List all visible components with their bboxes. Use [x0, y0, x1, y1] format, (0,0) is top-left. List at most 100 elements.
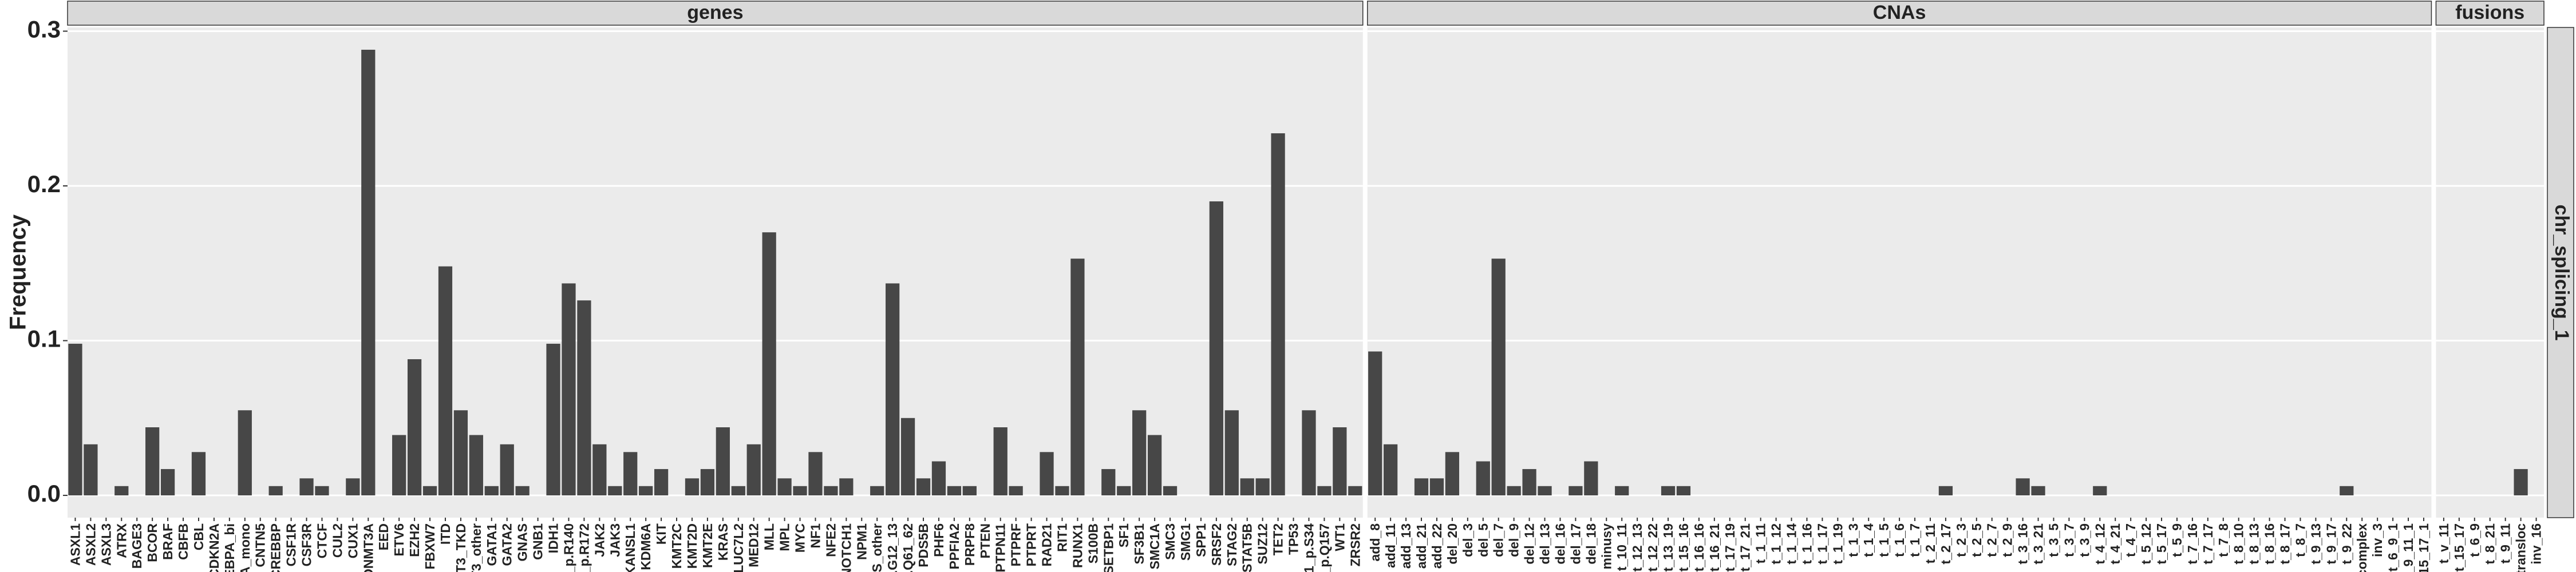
x-tick-label: SPP1	[1194, 523, 1208, 557]
x-tick-label: t_8_7	[2293, 523, 2308, 557]
x-tick-label: PTPN11	[993, 523, 1008, 572]
bar	[685, 478, 700, 496]
x-tick-label: ZRSR2	[1348, 523, 1362, 566]
x-tick-label: IDH2_p.R140	[561, 523, 576, 572]
x-tick-label: del_20	[1445, 523, 1460, 565]
facet-title: fusions	[2455, 2, 2524, 23]
x-tick-label: t_9_22	[2339, 523, 2354, 565]
bar	[145, 427, 160, 496]
x-tick-label: U2AF1_p.S34	[1301, 523, 1316, 572]
x-tick-label: t_2_5	[1969, 523, 1984, 557]
x-tick-label: del_3	[1460, 523, 1475, 557]
bar	[1429, 478, 1444, 496]
x-tick-label: MPL	[777, 523, 792, 551]
facet-strip	[1367, 1, 2432, 26]
bar	[1132, 410, 1147, 496]
bar	[346, 478, 360, 496]
x-tick-label: FLT3_other	[469, 523, 484, 572]
x-tick-label: S100B	[1085, 523, 1100, 563]
x-tick-label: t_1_14	[1784, 523, 1799, 565]
bar	[1491, 259, 1506, 496]
bar	[1348, 486, 1362, 496]
bar	[1661, 486, 1676, 496]
x-tick-label: CNTN5	[253, 523, 268, 567]
x-tick-label: KMT2C	[669, 523, 684, 569]
bar	[1271, 133, 1285, 496]
x-tick-label: t_17_21	[1738, 523, 1753, 572]
bar	[1414, 478, 1429, 496]
x-tick-label: t_4_12	[2092, 523, 2107, 565]
x-tick-label: t_12_13	[1630, 523, 1645, 571]
x-tick-label: PRPF8	[962, 523, 977, 566]
x-tick-label: inv_3	[2370, 523, 2385, 557]
x-tick-label: CBL	[191, 523, 206, 550]
x-tick-label: t_3_5	[2046, 523, 2061, 557]
bar	[1538, 486, 1552, 496]
x-tick-label: KMT2D	[685, 523, 700, 569]
x-tick-label: t_1_11	[1753, 523, 1768, 564]
bar	[160, 469, 175, 496]
x-tick-label: RUNX1	[1070, 523, 1085, 568]
x-tick-label: t_7_17	[2200, 523, 2215, 565]
x-tick-label: t_2_9	[2000, 523, 2015, 557]
x-tick-label: add_21	[1414, 523, 1429, 569]
bar	[1333, 427, 1347, 496]
bar	[639, 486, 653, 496]
x-tick-label: t_15_17_1	[2416, 523, 2431, 572]
x-tick-label: NRAS_p.G12_13	[885, 523, 900, 572]
bar	[746, 444, 761, 496]
x-tick-label: SMC3	[1163, 523, 1178, 560]
bar	[2340, 486, 2354, 496]
x-tick-label: MYC	[793, 523, 808, 553]
x-tick-label: t_2_3	[1954, 523, 1969, 557]
bar	[1676, 486, 1691, 496]
x-tick-label: CUX1	[345, 523, 360, 559]
bar	[1009, 486, 1023, 496]
bar	[562, 283, 576, 496]
x-tick-label: t_4_21	[2108, 523, 2123, 565]
x-tick-label: t_8_21	[2483, 523, 2498, 565]
bar	[453, 410, 468, 496]
x-tick-label: STAT5B	[1240, 523, 1255, 572]
y-tick-label: 0.2	[27, 170, 61, 197]
bar	[916, 478, 931, 496]
x-tick-label: del_13	[1538, 523, 1552, 565]
x-tick-label: CREBBP	[268, 523, 283, 572]
bar	[808, 452, 823, 496]
bar	[1522, 469, 1536, 496]
bar	[1240, 478, 1254, 496]
x-tick-label: NRAS_other	[870, 523, 884, 572]
x-tick-label: TET2	[1271, 523, 1286, 555]
bar	[484, 486, 499, 496]
x-tick-label: t_10_11	[1614, 523, 1629, 571]
x-tick-label: t_v_11	[2436, 523, 2451, 564]
bar	[361, 49, 376, 496]
bar	[1938, 486, 1953, 496]
x-tick-label: t_2_7	[1985, 523, 2000, 557]
x-tick-label: t_1_6	[1892, 523, 1907, 557]
x-tick-label: t_2_11	[1923, 523, 1938, 564]
x-tick-label: KDM6A	[638, 523, 653, 570]
bar	[1147, 435, 1162, 496]
bar	[84, 444, 98, 496]
x-tick-label: DNMT3A	[361, 523, 376, 572]
x-tick-label: PPFIA2	[947, 523, 962, 570]
bar	[623, 452, 638, 496]
x-tick-label: t_1_5	[1876, 523, 1891, 557]
x-tick-label: RIT1	[1054, 523, 1069, 552]
bar	[2514, 469, 2528, 496]
x-tick-label: FLT3_TKD	[453, 523, 468, 572]
bar	[1568, 486, 1583, 496]
bar	[68, 343, 82, 496]
x-tick-label: SMG1	[1178, 523, 1193, 561]
x-tick-label: t_3_16	[2016, 523, 2030, 565]
x-tick-label: del_16	[1552, 523, 1567, 565]
bar	[762, 232, 776, 496]
x-tick-label: KANSL1	[623, 523, 638, 572]
bar	[2031, 486, 2045, 496]
bar	[1584, 461, 1598, 496]
x-tick-label: GNAS	[515, 523, 530, 561]
x-tick-label: CEBPA_bi	[222, 523, 237, 572]
x-tick-label: BRAF	[160, 523, 175, 560]
